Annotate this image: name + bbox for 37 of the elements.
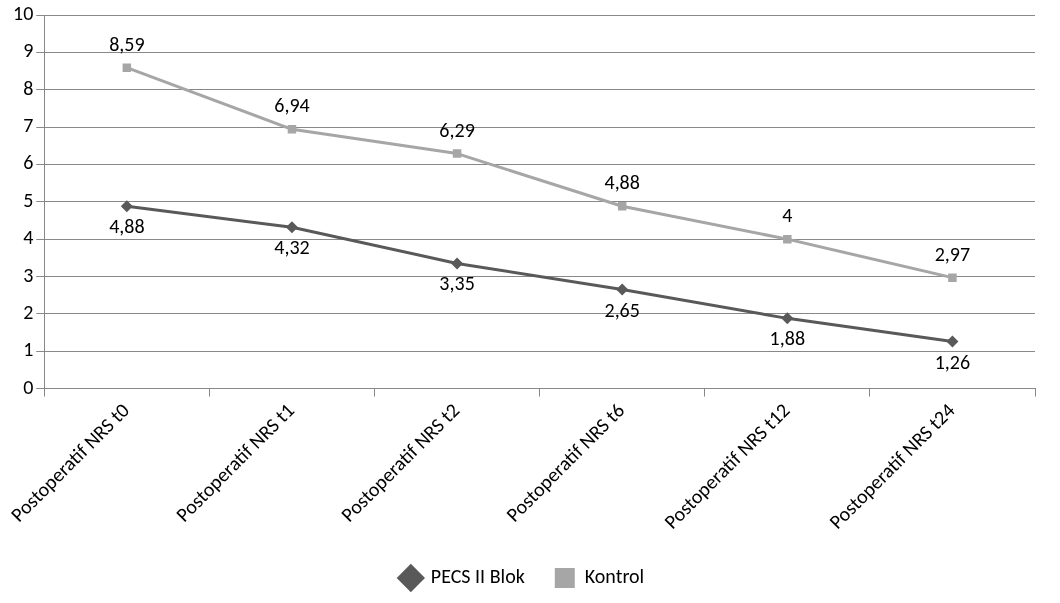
point xyxy=(616,283,629,296)
point xyxy=(617,202,627,211)
point xyxy=(783,234,792,244)
point xyxy=(948,273,957,282)
y-tick-label: 8 xyxy=(23,75,34,100)
point xyxy=(287,125,297,134)
point xyxy=(451,257,464,270)
data-label: 6,29 xyxy=(439,117,475,142)
point xyxy=(122,63,132,72)
data-label: 4,88 xyxy=(109,214,145,239)
data-label: 1,88 xyxy=(769,326,806,351)
y-tick-label: 0 xyxy=(23,374,34,399)
point xyxy=(781,312,794,325)
data-label: 2,65 xyxy=(604,297,640,322)
point xyxy=(285,221,298,234)
data-label: 4,88 xyxy=(604,170,640,195)
data-label: 8,59 xyxy=(109,31,145,56)
y-tick-label: 7 xyxy=(23,113,34,138)
y-tick-label: 1 xyxy=(23,337,34,362)
y-tick-label: 4 xyxy=(23,225,34,250)
legend-label: PECS II Blok xyxy=(430,564,525,588)
point xyxy=(946,335,959,348)
data-label: 1,26 xyxy=(934,349,971,374)
data-label: 4 xyxy=(782,203,793,228)
y-tick-label: 10 xyxy=(12,1,34,25)
data-label: 3,35 xyxy=(439,271,475,296)
y-tick-label: 9 xyxy=(23,38,34,63)
y-tick-label: 6 xyxy=(23,150,34,175)
data-label: 4,32 xyxy=(274,235,310,260)
point xyxy=(452,149,462,158)
y-tick-label: 3 xyxy=(23,262,34,287)
y-tick-label: 5 xyxy=(23,187,34,212)
data-label: 2,97 xyxy=(934,241,971,266)
y-tick-label: 2 xyxy=(23,299,34,324)
legend-label: Kontrol xyxy=(584,564,645,588)
point xyxy=(120,200,133,213)
data-label: 6,94 xyxy=(274,93,310,118)
